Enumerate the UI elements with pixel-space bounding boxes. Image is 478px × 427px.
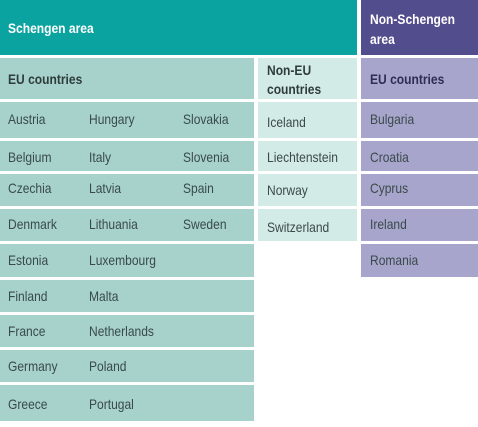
schengen-area-header: Schengen area [0, 0, 357, 55]
non-schengen-eu-header: EU countries [361, 58, 478, 99]
country-cell: Sweden [183, 216, 227, 232]
country-cell: Belgium [8, 149, 52, 165]
eu-countries-header: EU countries [0, 58, 254, 99]
table-row: France Netherlands [0, 315, 254, 347]
non-schengen-title-line1: Non-Schengen [370, 11, 455, 27]
country-cell: Bulgaria [370, 111, 415, 127]
table-row: Croatia [361, 141, 478, 171]
table-row: Norway [258, 174, 357, 206]
country-cell: Switzerland [267, 219, 330, 235]
country-cell: Greece [8, 396, 48, 412]
country-cell: Germany [8, 358, 58, 374]
table-row: Cyprus [361, 174, 478, 206]
table-row: Greece Portugal [0, 385, 254, 421]
non-schengen-eu-label: EU countries [370, 71, 445, 87]
table-row: Germany Poland [0, 350, 254, 382]
table-row: Liechtenstein [258, 141, 357, 171]
country-cell: Italy [89, 149, 112, 165]
table-row: Finland Malta [0, 280, 254, 312]
non-eu-label-line2: countries [267, 81, 322, 97]
table-row: Bulgaria [361, 102, 478, 138]
non-schengen-title-line2: area [370, 31, 395, 47]
country-cell: Finland [8, 288, 48, 304]
non-eu-countries-header: Non-EU countries [258, 58, 357, 99]
country-cell: Portugal [89, 396, 134, 412]
table-row: Belgium Italy Slovenia [0, 141, 254, 171]
country-cell: Romania [370, 252, 419, 268]
country-cell: Cyprus [370, 180, 409, 196]
country-cell: Poland [89, 358, 127, 374]
country-cell: Ireland [370, 216, 407, 232]
table-row: Switzerland [258, 209, 357, 241]
country-cell: Slovenia [183, 149, 230, 165]
country-cell: Hungary [89, 111, 135, 127]
country-cell: Latvia [89, 180, 122, 196]
country-cell: Czechia [8, 180, 52, 196]
country-cell: Luxembourg [89, 252, 156, 268]
country-cell: Denmark [8, 216, 57, 232]
country-cell: Netherlands [89, 323, 154, 339]
country-cell: France [8, 323, 46, 339]
non-eu-label-line1: Non-EU [267, 62, 312, 78]
table-row: Czechia Latvia Spain [0, 174, 254, 206]
country-cell: Austria [8, 111, 46, 127]
eu-countries-label: EU countries [8, 71, 83, 87]
country-cell: Malta [89, 288, 119, 304]
table-row: Austria Hungary Slovakia [0, 102, 254, 138]
table-row: Ireland [361, 209, 478, 241]
country-cell: Lithuania [89, 216, 138, 232]
country-cell: Spain [183, 180, 214, 196]
country-cell: Iceland [267, 114, 306, 130]
country-cell: Croatia [370, 149, 409, 165]
country-cell: Liechtenstein [267, 149, 338, 165]
table-row: Estonia Luxembourg [0, 244, 254, 277]
non-schengen-area-header: Non-Schengen area [361, 0, 478, 55]
table-row: Iceland [258, 102, 357, 138]
table-row: Romania [361, 244, 478, 277]
table-row: Denmark Lithuania Sweden [0, 209, 254, 241]
country-cell: Estonia [8, 252, 49, 268]
country-cell: Norway [267, 182, 308, 198]
schengen-area-title: Schengen area [8, 20, 94, 36]
country-cell: Slovakia [183, 111, 229, 127]
